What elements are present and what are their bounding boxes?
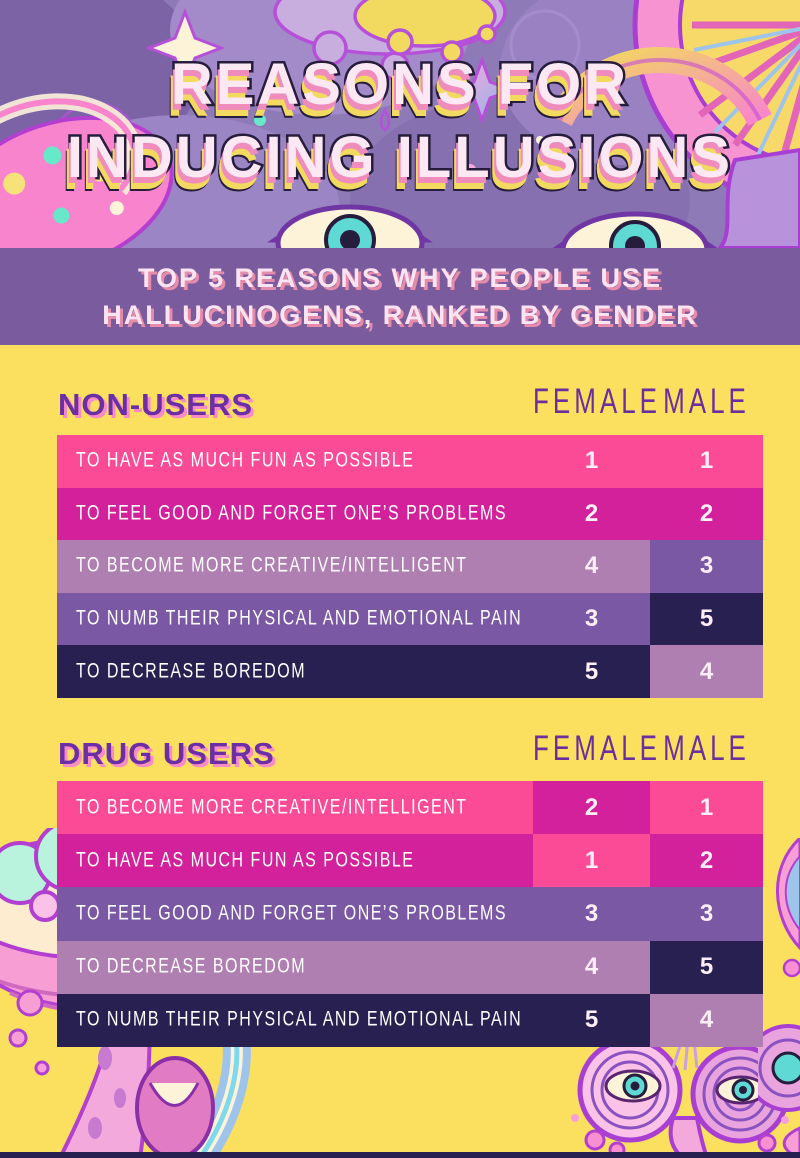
male-rank-cell: 5 [650,940,763,994]
male-rank-cell: 1 [650,781,763,835]
reason-label-cell: TO FEEL GOOD AND FORGET ONE’S PROBLEMS [57,887,533,941]
table-row: TO DECREASE BOREDOM 4 5 [57,940,763,994]
female-rank-cell: 3 [533,887,650,941]
title-line-1: REASONS FOR [168,50,630,120]
female-rank-cell: 5 [533,993,650,1048]
poster-title: REASONS FOR INDUCING ILLUSIONS [0,48,800,194]
female-rank-cell: 5 [533,645,650,698]
reason-label-cell: TO HAVE AS MUCH FUN AS POSSIBLE [57,834,533,888]
subtitle-line-1: TOP 5 REASONS WHY PEOPLE USE [137,262,663,293]
column-header-male-drug-users: MALE [663,727,750,769]
table-row: TO DECREASE BOREDOM 5 4 [57,645,763,698]
psychedelic-header-illustration [0,0,800,248]
reason-label-cell: TO HAVE AS MUCH FUN AS POSSIBLE [57,435,533,488]
female-rank-cell: 4 [533,940,650,994]
subtitle-band: TOP 5 REASONS WHY PEOPLE USE HALLUCINOGE… [0,248,800,345]
male-rank-cell: 3 [650,540,763,593]
table-row: TO HAVE AS MUCH FUN AS POSSIBLE 1 1 [57,435,763,488]
table-drug-users: TO BECOME MORE CREATIVE/INTELLIGENT 2 1 … [57,781,763,1048]
male-rank-cell: 3 [650,887,763,941]
table-row: TO HAVE AS MUCH FUN AS POSSIBLE 1 2 [57,834,763,888]
male-rank-cell: 2 [650,834,763,888]
female-rank-cell: 4 [533,540,650,593]
reason-label-cell: TO NUMB THEIR PHYSICAL AND EMOTIONAL PAI… [57,592,533,646]
reason-label-cell: TO NUMB THEIR PHYSICAL AND EMOTIONAL PAI… [57,993,533,1048]
female-rank-cell: 2 [533,487,650,541]
column-header-male-non-users: MALE [663,380,750,422]
reason-label-cell: TO FEEL GOOD AND FORGET ONE’S PROBLEMS [57,487,533,541]
female-rank-cell: 3 [533,592,650,646]
male-rank-cell: 2 [650,487,763,541]
table-row: TO BECOME MORE CREATIVE/INTELLIGENT 2 1 [57,781,763,835]
section-heading-non-users: NON-USERS [58,387,254,422]
table-row: TO FEEL GOOD AND FORGET ONE’S PROBLEMS 3… [57,887,763,941]
female-rank-cell: 2 [533,781,650,835]
section-heading-drug-users: DRUG USERS [58,736,275,771]
table-row: TO BECOME MORE CREATIVE/INTELLIGENT 4 3 [57,540,763,593]
female-rank-cell: 1 [533,435,650,488]
column-header-female-drug-users: FEMALE [533,727,662,769]
table-non-users: TO HAVE AS MUCH FUN AS POSSIBLE 1 1 TO F… [57,435,763,698]
reason-label-cell: TO BECOME MORE CREATIVE/INTELLIGENT [57,781,533,835]
reason-label-cell: TO DECREASE BOREDOM [57,645,533,698]
column-header-female-non-users: FEMALE [533,380,662,422]
male-rank-cell: 4 [650,645,763,698]
reason-label-cell: TO DECREASE BOREDOM [57,940,533,994]
table-row: TO FEEL GOOD AND FORGET ONE’S PROBLEMS 2… [57,487,763,541]
male-rank-cell: 1 [650,435,763,488]
bottom-border [0,1152,800,1158]
male-rank-cell: 5 [650,592,763,646]
female-rank-cell: 1 [533,834,650,888]
reason-label-cell: TO BECOME MORE CREATIVE/INTELLIGENT [57,540,533,593]
psychedelic-right-edge-illustration [758,838,800,1158]
table-row: TO NUMB THEIR PHYSICAL AND EMOTIONAL PAI… [57,993,763,1048]
male-rank-cell: 4 [650,993,763,1048]
subtitle-line-2: HALLUCINOGENS, RANKED BY GENDER [102,299,698,330]
title-line-2: INDUCING ILLUSIONS [64,123,734,193]
table-row: TO NUMB THEIR PHYSICAL AND EMOTIONAL PAI… [57,592,763,646]
